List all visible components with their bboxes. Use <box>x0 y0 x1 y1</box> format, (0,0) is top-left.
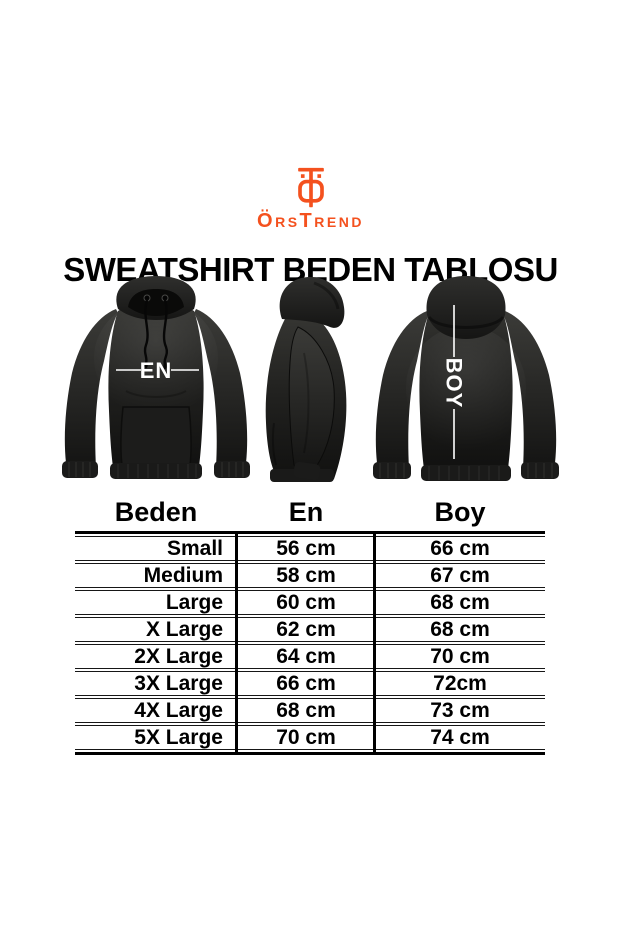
cell-size: X Large <box>145 618 223 641</box>
size-table-body: Small 56 cm 66 cm Medium 58 cm 67 cm Lar… <box>75 531 545 755</box>
cell-width: 70 cm <box>276 726 336 749</box>
hoodie-front-shape <box>62 276 250 479</box>
cell-size: 4X Large <box>134 699 223 722</box>
cell-length: 68 cm <box>430 618 490 641</box>
table-row: 5X Large 70 cm 74 cm <box>75 725 545 750</box>
cell-size: Medium <box>143 564 223 587</box>
cell-length: 70 cm <box>430 645 490 668</box>
cell-length: 66 cm <box>430 537 490 560</box>
cell-width: 68 cm <box>276 699 336 722</box>
drawstrings <box>143 298 169 366</box>
size-table-header-row: Beden En Boy <box>75 494 545 531</box>
hoodie-illustrations: EN <box>0 273 621 491</box>
header-boy: Boy <box>434 497 486 527</box>
cell-width: 62 cm <box>276 618 336 641</box>
cell-size: 5X Large <box>134 726 223 749</box>
column-divider-1 <box>235 531 238 755</box>
cell-length: 68 cm <box>430 591 490 614</box>
header-en: En <box>288 497 324 527</box>
cell-width: 60 cm <box>276 591 336 614</box>
cell-length: 73 cm <box>430 699 490 722</box>
cell-length: 72cm <box>433 672 487 695</box>
hoodie-back-image: BOY <box>373 276 559 481</box>
brand-name: ÖrsTrend <box>257 210 364 232</box>
cell-width: 58 cm <box>276 564 336 587</box>
hoodie-front-image: EN <box>62 276 250 479</box>
cell-size: 2X Large <box>134 645 223 668</box>
table-row: Small 56 cm 66 cm <box>75 536 545 561</box>
table-row: X Large 62 cm 68 cm <box>75 617 545 642</box>
hoodie-side-image <box>265 277 347 482</box>
cell-width: 66 cm <box>276 672 336 695</box>
cell-length: 74 cm <box>430 726 490 749</box>
cell-width: 56 cm <box>276 537 336 560</box>
orstrend-logo-icon <box>297 167 324 208</box>
table-row: 3X Large 66 cm 72cm <box>75 671 545 696</box>
cell-length: 67 cm <box>430 564 490 587</box>
table-row: 2X Large 64 cm 70 cm <box>75 644 545 669</box>
cell-size: Small <box>166 537 223 560</box>
size-table: Beden En Boy Small 56 cm 66 cm Medium 58… <box>75 494 545 755</box>
cell-width: 64 cm <box>276 645 336 668</box>
front-width-label: EN <box>140 358 173 383</box>
brand-logo: ÖrsTrend <box>0 166 621 231</box>
header-beden: Beden <box>114 497 198 527</box>
table-bottom-rule <box>75 752 545 755</box>
table-row: 4X Large 68 cm 73 cm <box>75 698 545 723</box>
hoodie-back-shape <box>373 276 559 481</box>
cell-size: Large <box>165 591 223 614</box>
cell-size: 3X Large <box>134 672 223 695</box>
back-length-label: BOY <box>442 358 467 409</box>
column-divider-2 <box>373 531 376 755</box>
hoodie-side-shape <box>265 277 347 482</box>
table-row: Medium 58 cm 67 cm <box>75 563 545 588</box>
table-row: Large 60 cm 68 cm <box>75 590 545 615</box>
table-top-rule <box>75 531 545 534</box>
